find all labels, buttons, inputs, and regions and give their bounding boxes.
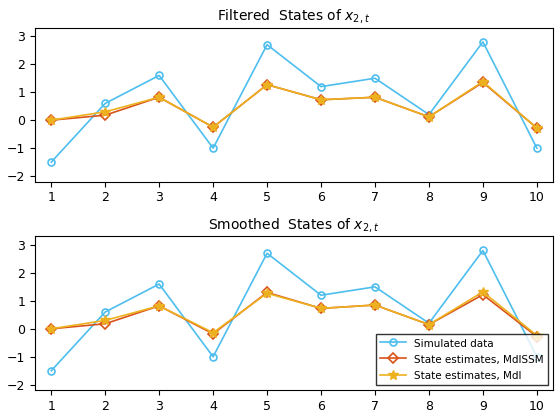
- State estimates, MdlSSM: [156, 95, 162, 100]
- State estimates, Mdl: [426, 322, 432, 327]
- State estimates, MdlSSM: [264, 290, 270, 295]
- Title: Filtered  States of $x_{2,t}$: Filtered States of $x_{2,t}$: [217, 7, 371, 25]
- State estimates, MdlSSM: [372, 95, 379, 100]
- Simulated data: [318, 84, 324, 89]
- State estimates, Mdl: [264, 82, 270, 87]
- Line: Simulated data: Simulated data: [48, 38, 540, 165]
- Simulated data: [479, 248, 486, 253]
- Legend: Simulated data, State estimates, MdlSSM, State estimates, Mdl: Simulated data, State estimates, MdlSSM,…: [376, 334, 548, 385]
- Line: Simulated data: Simulated data: [48, 247, 540, 374]
- State estimates, MdlSSM: [102, 113, 109, 118]
- Simulated data: [156, 73, 162, 78]
- Simulated data: [264, 251, 270, 256]
- State estimates, MdlSSM: [264, 82, 270, 87]
- Line: State estimates, Mdl: State estimates, Mdl: [46, 77, 542, 133]
- State estimates, Mdl: [156, 303, 162, 308]
- State estimates, Mdl: [479, 79, 486, 84]
- Line: State estimates, Mdl: State estimates, Mdl: [46, 287, 542, 340]
- State estimates, Mdl: [372, 95, 379, 100]
- State estimates, Mdl: [264, 291, 270, 296]
- Simulated data: [210, 354, 217, 359]
- Line: State estimates, MdlSSM: State estimates, MdlSSM: [48, 289, 540, 340]
- Simulated data: [534, 354, 540, 359]
- State estimates, Mdl: [534, 333, 540, 338]
- Title: Smoothed  States of $x_{2,t}$: Smoothed States of $x_{2,t}$: [208, 215, 380, 234]
- State estimates, Mdl: [48, 118, 54, 123]
- Simulated data: [426, 321, 432, 326]
- State estimates, MdlSSM: [210, 125, 217, 130]
- State estimates, MdlSSM: [210, 331, 217, 336]
- State estimates, Mdl: [156, 95, 162, 100]
- Line: State estimates, MdlSSM: State estimates, MdlSSM: [48, 79, 540, 131]
- State estimates, MdlSSM: [479, 292, 486, 297]
- State estimates, Mdl: [102, 318, 109, 323]
- State estimates, MdlSSM: [426, 114, 432, 119]
- Simulated data: [318, 293, 324, 298]
- State estimates, MdlSSM: [479, 80, 486, 85]
- Simulated data: [210, 146, 217, 151]
- State estimates, MdlSSM: [534, 334, 540, 339]
- State estimates, Mdl: [210, 125, 217, 130]
- State estimates, MdlSSM: [426, 322, 432, 327]
- State estimates, MdlSSM: [48, 118, 54, 123]
- State estimates, MdlSSM: [156, 303, 162, 308]
- State estimates, Mdl: [372, 302, 379, 307]
- Simulated data: [479, 39, 486, 45]
- State estimates, Mdl: [102, 109, 109, 114]
- State estimates, MdlSSM: [534, 126, 540, 131]
- Simulated data: [534, 146, 540, 151]
- State estimates, MdlSSM: [102, 321, 109, 326]
- State estimates, Mdl: [534, 126, 540, 131]
- Simulated data: [48, 368, 54, 373]
- State estimates, MdlSSM: [48, 326, 54, 331]
- State estimates, Mdl: [479, 289, 486, 294]
- State estimates, MdlSSM: [318, 306, 324, 311]
- Simulated data: [48, 160, 54, 165]
- Simulated data: [372, 284, 379, 289]
- Simulated data: [102, 310, 109, 315]
- State estimates, Mdl: [210, 330, 217, 335]
- State estimates, Mdl: [318, 97, 324, 102]
- Simulated data: [102, 101, 109, 106]
- State estimates, MdlSSM: [318, 97, 324, 102]
- Simulated data: [156, 281, 162, 286]
- Simulated data: [426, 112, 432, 117]
- State estimates, Mdl: [426, 114, 432, 119]
- State estimates, Mdl: [318, 306, 324, 311]
- State estimates, Mdl: [48, 326, 54, 331]
- Simulated data: [372, 76, 379, 81]
- Simulated data: [264, 42, 270, 47]
- State estimates, MdlSSM: [372, 302, 379, 307]
